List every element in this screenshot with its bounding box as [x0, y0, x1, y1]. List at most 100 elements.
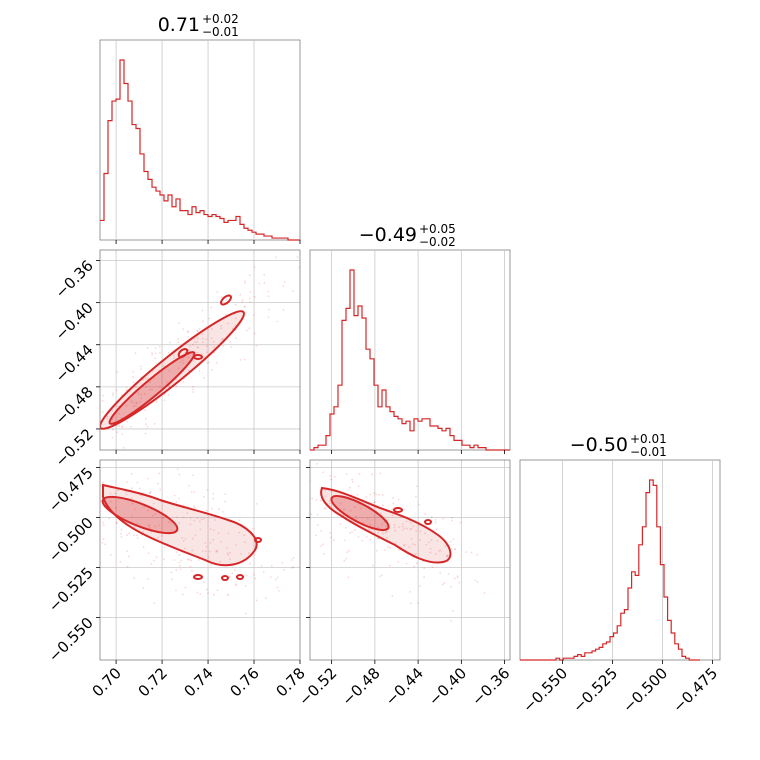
scatter-point	[163, 365, 165, 367]
scatter-point	[447, 573, 450, 575]
scatter-point	[241, 301, 243, 303]
scatter-point	[98, 410, 100, 412]
scatter-point	[116, 371, 119, 373]
scatter-point	[418, 503, 420, 506]
scatter-point	[142, 546, 145, 548]
panel-2d-param1-param3	[43, 456, 307, 661]
scatter-point	[346, 551, 348, 554]
scatter-point	[210, 337, 213, 340]
scatter-point	[378, 575, 381, 578]
scatter-point	[445, 555, 448, 558]
scatter-point	[450, 547, 453, 550]
scatter-point	[382, 533, 385, 535]
scatter-point	[116, 405, 119, 408]
scatter-point	[282, 568, 285, 571]
scatter-point	[438, 550, 441, 552]
scatter-point	[243, 280, 246, 283]
scatter-point	[269, 576, 272, 579]
scatter-point	[132, 534, 135, 537]
scatter-point	[210, 563, 212, 566]
scatter-point	[483, 591, 486, 594]
scatter-point	[450, 585, 453, 588]
scatter-point	[198, 328, 201, 330]
scatter-point	[142, 530, 144, 533]
scatter-point	[415, 529, 417, 532]
scatter-point	[198, 370, 201, 372]
scatter-point	[414, 552, 417, 555]
scatter-point	[120, 532, 122, 535]
y-tick-label: −0.500	[45, 514, 97, 566]
scatter-point	[149, 491, 152, 494]
scatter-point	[263, 281, 266, 284]
panel-hist-param1	[99, 39, 301, 241]
scatter-point	[401, 525, 404, 528]
scatter-point	[397, 560, 400, 563]
scatter-point	[303, 567, 305, 569]
x-tick-label: 0.76	[227, 664, 263, 700]
scatter-point	[155, 400, 158, 403]
scatter-point	[209, 528, 212, 531]
scatter-point	[258, 282, 261, 285]
scatter-point	[118, 425, 121, 428]
scatter-point	[315, 462, 318, 465]
scatter-point	[476, 553, 479, 556]
scatter-point	[434, 521, 437, 524]
scatter-point	[298, 266, 300, 269]
scatter-point	[393, 524, 396, 526]
scatter-point	[377, 531, 380, 534]
scatter-point	[178, 473, 181, 476]
panel-hist-param2	[309, 249, 511, 451]
scatter-point	[231, 327, 234, 330]
scatter-point	[305, 535, 307, 537]
scatter-point	[143, 393, 146, 396]
scatter-point	[391, 595, 394, 597]
scatter-point	[120, 528, 123, 531]
scatter-point	[415, 495, 417, 498]
scatter-point	[130, 472, 133, 475]
scatter-point	[120, 393, 123, 396]
scatter-point	[181, 359, 184, 362]
scatter-point	[126, 480, 128, 483]
scatter-point	[441, 583, 444, 586]
x-tick-label: 0.70	[89, 664, 125, 700]
scatter-point	[182, 540, 185, 542]
scatter-point	[427, 541, 430, 544]
scatter-point	[130, 497, 133, 500]
scatter-point	[131, 487, 133, 490]
scatter-point	[178, 561, 181, 564]
scatter-point	[186, 512, 189, 515]
scatter-point	[244, 305, 246, 308]
scatter-point	[50, 442, 52, 444]
scatter-point	[281, 562, 284, 564]
title-lower: −0.01	[202, 25, 239, 39]
scatter-point	[225, 299, 227, 301]
scatter-point	[234, 584, 237, 587]
scatter-point	[38, 440, 40, 442]
scatter-point	[90, 456, 92, 458]
scatter-point	[255, 599, 258, 602]
scatter-point	[307, 461, 309, 463]
scatter-point	[286, 441, 288, 443]
scatter-point	[43, 513, 45, 515]
scatter-point	[276, 576, 279, 579]
scatter-point	[144, 417, 147, 420]
scatter-point	[356, 494, 359, 496]
scatter-point	[270, 564, 273, 567]
scatter-point	[136, 522, 139, 525]
scatter-point	[330, 478, 332, 481]
scatter-point	[249, 562, 252, 565]
x-tick-label: 0.72	[135, 664, 171, 700]
scatter-point	[137, 391, 140, 394]
scatter-point	[249, 301, 251, 303]
scatter-point	[392, 497, 394, 500]
scatter-point	[218, 508, 220, 511]
scatter-point	[131, 502, 134, 505]
scatter-point	[357, 485, 360, 488]
scatter-point	[152, 502, 155, 505]
scatter-point	[115, 522, 118, 525]
scatter-point	[439, 549, 442, 552]
scatter-point	[436, 540, 439, 542]
scatter-point	[168, 385, 171, 387]
scatter-point	[157, 536, 160, 539]
scatter-point	[188, 485, 191, 487]
